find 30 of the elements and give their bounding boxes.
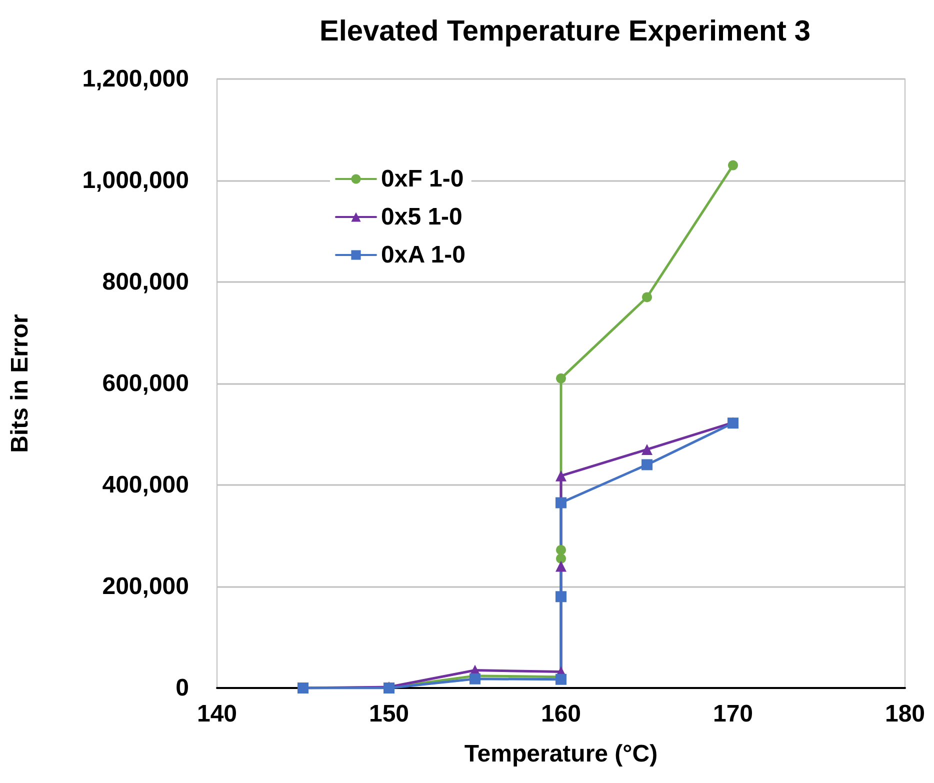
point: [642, 444, 652, 455]
y-tick-label: 0: [176, 674, 189, 702]
x-tick-label: 180: [884, 700, 926, 728]
legend-label: 0xF 1-0: [381, 166, 464, 192]
x-tick-label: 160: [540, 700, 582, 728]
chart-title: Elevated Temperature Experiment 3: [319, 16, 811, 48]
point: [556, 560, 566, 572]
x-tick-label: 140: [196, 700, 238, 728]
point: [556, 591, 566, 602]
point: [556, 544, 566, 555]
y-tick-label: 1,000,000: [82, 167, 189, 194]
x-tick-label: 150: [368, 700, 410, 728]
legend-label: 0x5 1-0: [381, 204, 462, 230]
y-tick-label: 1,200,000: [82, 66, 189, 92]
point: [556, 674, 566, 685]
point: [556, 470, 566, 482]
point: [556, 497, 566, 508]
y-tick-label: 400,000: [102, 472, 189, 498]
x-tick-label: 170: [712, 700, 754, 728]
y-tick-label: 600,000: [102, 370, 189, 397]
point: [556, 373, 566, 384]
y-tick-label: 200,000: [102, 573, 189, 600]
point: [642, 459, 652, 470]
y-tick-label: 800,000: [102, 268, 189, 296]
x-axis-title: Temperature (°C): [464, 740, 658, 768]
legend-label: 0xA 1-0: [381, 242, 466, 268]
point: [728, 160, 738, 170]
point: [642, 292, 652, 302]
point: [470, 673, 480, 684]
y-axis-title: Bits in Error: [6, 314, 34, 453]
